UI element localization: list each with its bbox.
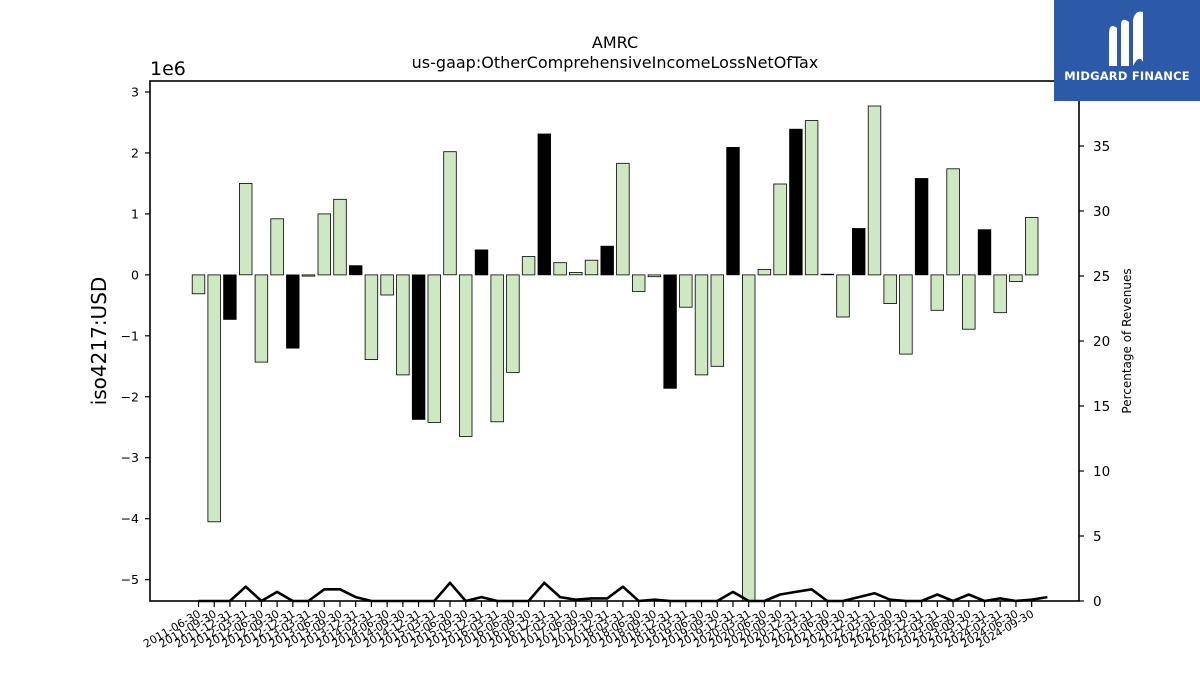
y-tick-label: 3 [131, 84, 139, 99]
bar [521, 256, 536, 276]
y-tick-label: −3 [121, 450, 139, 465]
bar [443, 151, 457, 276]
bar [286, 274, 300, 349]
y-axis-offset-label: 1e6 [150, 58, 186, 80]
bar [600, 245, 614, 276]
y-tick-label: −1 [121, 328, 139, 343]
y-tick-label: 2 [131, 145, 139, 160]
bar [1009, 274, 1023, 282]
y-axis-label: iso4217:USD [87, 277, 111, 406]
y-tick-label: −2 [121, 389, 139, 404]
bar [223, 274, 237, 320]
bar [458, 274, 473, 437]
bar [301, 274, 316, 277]
chart-title: AMRC [592, 33, 638, 52]
bar [804, 120, 819, 276]
y2-tick-label: 5 [1093, 529, 1102, 545]
bar [584, 259, 599, 276]
y-tick-label: 1 [131, 206, 139, 221]
bar [333, 198, 347, 276]
y2-tick-label: 25 [1093, 269, 1110, 285]
y2-tick-label: 10 [1093, 464, 1110, 480]
bar [569, 271, 583, 276]
bar [663, 274, 677, 389]
bar [836, 274, 850, 318]
bar [490, 274, 504, 423]
plot-area-frame [149, 80, 1080, 602]
y2-tick-label: 0 [1093, 594, 1102, 610]
bar [348, 265, 363, 276]
bar [207, 274, 221, 523]
chart-subtitle: us-gaap:OtherComprehensiveIncomeLossNetO… [412, 53, 819, 72]
bar [364, 274, 379, 360]
bar [537, 133, 552, 276]
bar [726, 146, 740, 276]
bar [820, 273, 835, 276]
bar [380, 274, 394, 296]
bar [238, 182, 253, 276]
bar [914, 178, 929, 276]
bar [993, 274, 1007, 314]
bar [883, 274, 897, 304]
bar [411, 274, 426, 420]
bar [899, 274, 913, 355]
bar [789, 128, 803, 276]
midgard-finance-logo: MIDGARD FINANCE [1054, 0, 1200, 101]
bar [742, 274, 756, 602]
bar [977, 229, 992, 276]
percentage-line [198, 581, 1048, 603]
bar [946, 168, 960, 276]
bar [1025, 217, 1039, 276]
bar [694, 274, 709, 376]
bar [191, 274, 206, 295]
bar [852, 228, 866, 276]
y-tick-label: 0 [131, 267, 139, 282]
bar [254, 274, 269, 363]
bar [710, 274, 725, 367]
y2-tick-label: 35 [1093, 139, 1110, 155]
y-tick-label: −4 [121, 511, 139, 526]
bar [773, 183, 787, 276]
bar [679, 274, 693, 308]
y2-tick-label: 15 [1093, 399, 1110, 415]
bar [647, 274, 662, 278]
bar [474, 249, 489, 276]
bar [616, 162, 630, 276]
bar [427, 274, 442, 423]
bar [396, 274, 410, 376]
y2-tick-label: 30 [1093, 204, 1110, 220]
midgard-logo-icon [1109, 11, 1143, 66]
bar [632, 274, 646, 292]
bar [962, 274, 976, 330]
y2-tick-label: 20 [1093, 334, 1110, 350]
bar [506, 274, 520, 373]
bar [867, 105, 882, 276]
y-tick-label: −5 [121, 572, 139, 587]
bar [553, 262, 567, 276]
y2-axis-label: Percentage of Revenues [1120, 268, 1134, 413]
bar [317, 213, 332, 276]
bar [270, 218, 284, 276]
logo-text: MIDGARD FINANCE [1064, 69, 1190, 83]
bar [757, 268, 772, 276]
bar [930, 274, 945, 311]
